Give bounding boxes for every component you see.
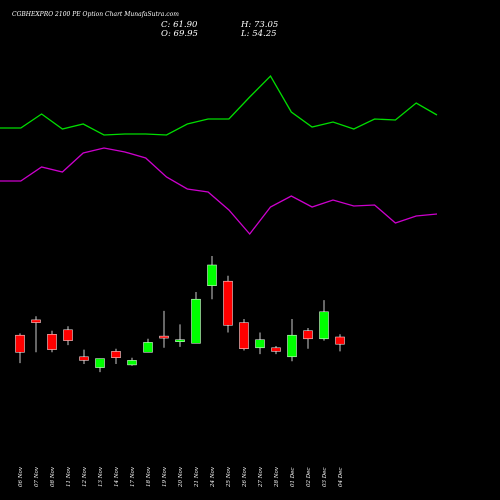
candle-body [287,334,297,358]
x-axis-ticks: 06 Nov 07 Nov 08 Nov 11 Nov 12 Nov 13 Nov 14 N… [18,466,344,488]
close-label: C: [161,20,171,30]
candle-body [159,335,169,339]
candle-body [271,347,281,352]
open-readout: O: 69.95 [161,29,198,39]
x-tick-label: 24 Nov [210,466,216,488]
x-tick-label: 17 Nov [130,466,136,487]
high-readout: H: 73.05 [241,20,278,30]
x-tick-label: 20 Nov [178,466,184,488]
chart-title: CGBHEXPRO 2100 PE Option Chart MunafaSut… [12,11,179,18]
x-tick-label: 08 Nov [50,466,56,487]
candle-body [63,329,73,341]
candle-body [95,358,105,368]
candle-body [15,334,25,353]
x-tick-label: 28 Nov [274,466,280,488]
x-tick-label: 14 Nov [114,466,120,487]
green-indicator-line [0,74,438,136]
candle-body [223,280,233,326]
open-value: 69.95 [173,29,198,39]
candle-body [207,264,217,286]
candle-body [127,360,137,366]
candle-body [143,342,153,353]
candle-body [319,311,329,340]
low-value: 54.25 [252,29,277,39]
x-tick-label: 01 Dec [290,468,296,488]
candles-group [15,256,345,373]
x-tick-label: 21 Nov [194,466,200,488]
candle-body [175,339,185,342]
high-value: 73.05 [253,20,279,30]
x-tick-label: 26 Nov [242,466,248,488]
x-tick-label: 19 Nov [162,466,168,487]
open-label: O: [161,29,171,39]
x-tick-label: 02 Dec [306,468,312,488]
candle-body [335,336,345,345]
close-value: 61.90 [173,20,198,30]
high-label: H: [241,20,252,30]
x-tick-label: 12 Nov [82,466,88,487]
indicator-lines [0,74,438,236]
x-tick-label: 13 Nov [98,466,104,487]
candle-body [79,356,89,361]
x-tick-label: 11 Nov [66,466,72,487]
candle-body [239,322,249,349]
x-tick-label: 27 Nov [258,466,264,488]
x-tick-label: 03 Dec [322,468,328,488]
close-readout: C: 61.90 [161,20,197,30]
candle-body [255,339,265,349]
x-tick-label: 25 Nov [226,466,232,488]
candle-body [31,319,41,323]
x-tick-label: 04 Dec [338,468,344,488]
candle-body [111,351,121,358]
x-tick-label: 06 Nov [18,466,24,487]
x-tick-label: 07 Nov [34,466,40,487]
candle-body [191,298,201,344]
low-label: L: [241,29,250,39]
magenta-indicator-line [0,147,438,236]
candle-body [47,334,57,350]
candle-body [303,330,313,340]
x-tick-label: 18 Nov [146,466,152,487]
low-readout: L: 54.25 [241,29,277,39]
